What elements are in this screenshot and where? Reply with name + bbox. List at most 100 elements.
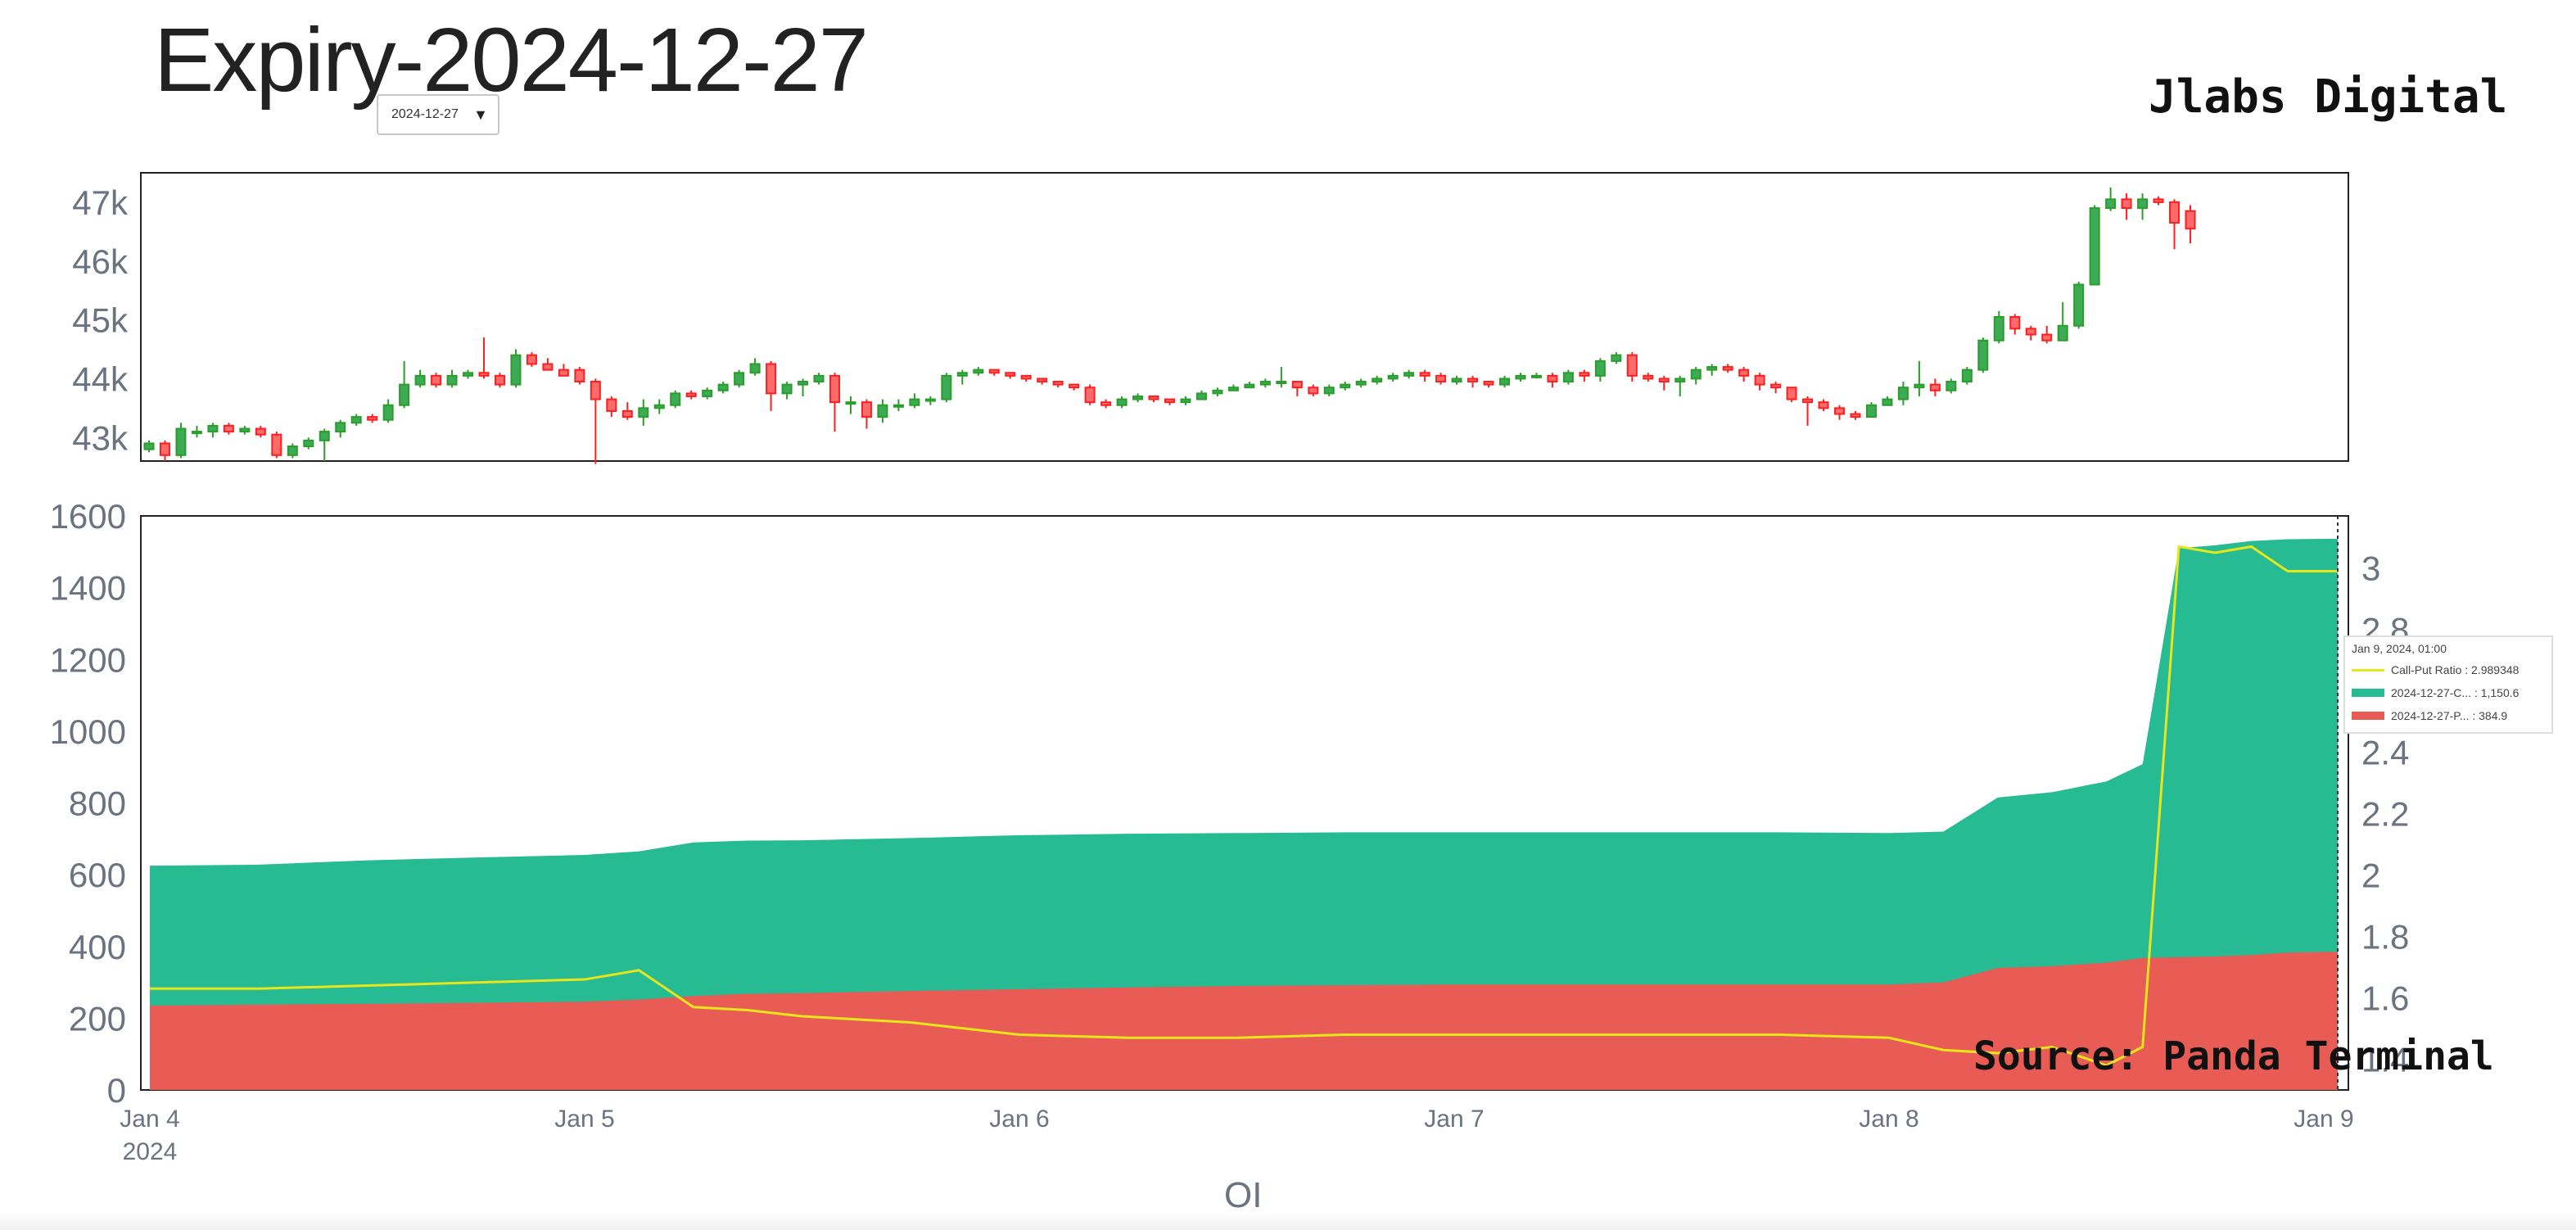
candle-body xyxy=(1547,374,1558,383)
candle-body xyxy=(1929,383,1941,391)
candle-body xyxy=(2153,198,2164,203)
candle-body xyxy=(941,374,952,400)
candle-down xyxy=(431,373,442,388)
candle-up xyxy=(1562,369,1574,385)
candle-body xyxy=(510,354,522,386)
oi-axis-label: OI xyxy=(1224,1175,1263,1215)
candle-up xyxy=(1340,382,1351,391)
candle-body xyxy=(1100,401,1112,406)
candle-body xyxy=(2009,316,2021,330)
candle-up xyxy=(1132,393,1144,403)
price-y-tick-label: 45k xyxy=(72,301,129,340)
price-plot-frame xyxy=(140,172,2349,462)
ratio-y-tick-label: 3 xyxy=(2361,549,2380,588)
candle-up xyxy=(1914,360,1925,396)
candle-body xyxy=(1276,381,1287,385)
candle-body xyxy=(2041,333,2053,341)
candle-down xyxy=(478,337,490,379)
candle-down xyxy=(223,423,234,435)
candle-body xyxy=(1037,378,1048,383)
candle-body xyxy=(1897,387,1909,400)
candle-body xyxy=(1754,374,1765,386)
tooltip-header: Jan 9, 2024, 01:00 xyxy=(2352,642,2447,655)
candle-up xyxy=(717,382,729,394)
candle-body xyxy=(1961,369,1973,383)
candle-up xyxy=(973,367,984,376)
ratio-y-tick-label: 2.2 xyxy=(2361,795,2409,834)
x-tick-label: Jan 7 xyxy=(1424,1106,1484,1133)
brand-label: Jlabs Digital xyxy=(2149,70,2508,124)
candle-body xyxy=(1467,378,1479,383)
x-tick-year-label: 2024 xyxy=(123,1138,178,1165)
candle-body xyxy=(1499,378,1511,386)
candle-body xyxy=(1818,401,1829,409)
candle-up xyxy=(446,369,458,388)
candle-up xyxy=(350,414,362,426)
candle-body xyxy=(558,369,569,377)
candle-body xyxy=(1180,398,1191,404)
candle-body xyxy=(1195,392,1207,400)
candle-body xyxy=(2105,198,2117,210)
candle-body xyxy=(893,404,904,408)
candle-body xyxy=(845,401,856,405)
candle-up xyxy=(956,369,968,385)
candle-body xyxy=(159,442,170,456)
candle-body xyxy=(798,381,809,386)
candle-body xyxy=(685,392,697,397)
candle-down xyxy=(1467,375,1479,388)
candle-up xyxy=(1594,358,1606,382)
candle-body xyxy=(702,389,713,397)
candle-body xyxy=(653,404,665,409)
candle-body xyxy=(956,372,968,377)
candle-body xyxy=(1626,354,1638,377)
candle-up xyxy=(414,369,426,388)
x-tick-label: Jan 5 xyxy=(554,1106,614,1133)
candle-body xyxy=(303,439,314,448)
candle-body xyxy=(1451,378,1462,383)
candle-up xyxy=(207,423,219,438)
page-title: Expiry-2024-12-27 xyxy=(154,10,869,111)
price-y-tick-label: 43k xyxy=(72,418,129,457)
candle-up xyxy=(1195,390,1207,400)
candle-body xyxy=(1834,407,1846,415)
candle-down xyxy=(367,414,378,423)
candle-body xyxy=(1738,369,1750,377)
candle-body xyxy=(399,383,410,406)
puts-oi-area xyxy=(150,952,2338,1090)
candle-body xyxy=(973,369,984,374)
candle-body xyxy=(2137,198,2149,210)
price-candlestick-chart[interactable]: 43k 44k 45k 46k 47k xyxy=(0,0,2576,475)
candle-up xyxy=(781,382,793,400)
hover-tooltip: Jan 9, 2024, 01:00 Call-Put Ratio : 2.98… xyxy=(2343,635,2553,734)
candle-down xyxy=(1308,384,1319,396)
candle-down xyxy=(558,364,569,377)
candle-body xyxy=(813,374,825,383)
candle-body xyxy=(367,416,378,421)
candle-body xyxy=(1786,387,1797,400)
candle-up xyxy=(1515,373,1526,382)
candle-down xyxy=(829,373,840,432)
candle-body xyxy=(638,407,649,418)
candle-body xyxy=(734,372,745,386)
candle-down xyxy=(1419,369,1430,382)
candle-up xyxy=(1946,378,1957,394)
candle-up xyxy=(909,393,920,409)
candle-body xyxy=(1946,381,1957,391)
candle-body xyxy=(271,433,282,456)
candle-up xyxy=(1690,367,1702,385)
candle-up xyxy=(877,399,888,423)
candle-body xyxy=(431,374,442,386)
candle-up xyxy=(239,425,251,435)
candle-down xyxy=(1164,398,1175,405)
expiry-select[interactable]: 2024-12-27 ▼ xyxy=(377,94,499,135)
price-y-tick-label: 47k xyxy=(72,183,129,222)
candle-down xyxy=(542,358,554,371)
candle-body xyxy=(1308,387,1319,395)
oi-y-tick-label: 200 xyxy=(69,999,126,1038)
candle-body xyxy=(494,374,505,386)
candle-body xyxy=(621,409,633,418)
candle-body xyxy=(2185,210,2196,230)
candle-body xyxy=(1674,378,1686,383)
oi-y-tick-label: 600 xyxy=(69,856,126,894)
